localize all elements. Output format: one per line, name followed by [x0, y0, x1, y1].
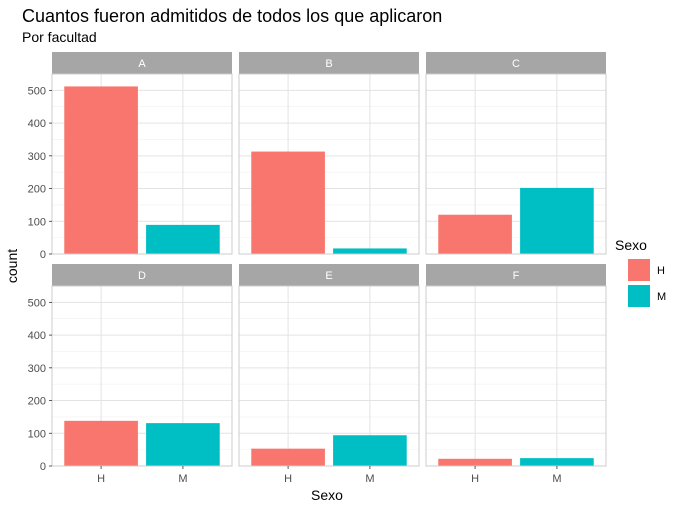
y-tick-label: 0: [40, 461, 46, 473]
panel-background: [426, 286, 606, 466]
y-tick-label: 300: [28, 363, 46, 375]
y-tick-label: 400: [28, 118, 46, 130]
bar-c-m: [520, 187, 594, 254]
bar-d-m: [146, 423, 220, 466]
bar-c-h: [438, 214, 512, 254]
x-tick-label: H: [284, 473, 292, 485]
chart-subtitle: Por facultad: [22, 29, 97, 45]
y-tick-label: 100: [28, 216, 46, 228]
facet-strip-label: E: [325, 270, 332, 282]
bar-a-m: [146, 224, 220, 254]
facet-strip: [52, 264, 232, 286]
bar-f-m: [520, 458, 594, 466]
facet-panel-f: F H M: [425, 264, 607, 485]
legend-key-h: [628, 259, 650, 281]
panel-border: [238, 73, 420, 255]
x-tick-label: M: [178, 473, 187, 485]
facet-strip-label: B: [325, 58, 332, 70]
x-tick-label: M: [552, 473, 561, 485]
bar-a-h: [64, 86, 138, 254]
bar-e-h: [251, 448, 325, 466]
y-tick-label: 300: [28, 151, 46, 163]
legend-title: Sexo: [615, 237, 647, 253]
y-tick-label: 500: [28, 85, 46, 97]
bar-f-h: [438, 458, 512, 466]
x-tick-label: H: [471, 473, 479, 485]
panel-border: [425, 73, 607, 255]
facet-panel-b: B: [238, 52, 420, 255]
y-tick-label: 0: [40, 249, 46, 261]
legend: Sexo H M: [615, 237, 666, 307]
facet-panel-a: A 0 100 200 300 400 500: [28, 52, 233, 261]
panel-border: [425, 285, 607, 467]
facet-strip-label: D: [138, 270, 146, 282]
x-tick-label: H: [97, 473, 105, 485]
x-axis-title: Sexo: [311, 487, 343, 503]
legend-label-m: M: [657, 291, 666, 303]
panel-border: [51, 73, 233, 255]
bar-b-m: [333, 248, 407, 254]
facet-panels: A 0 100 200 300 400 500 B C D 0 100 200 300 400 500 H M E H…: [28, 52, 607, 485]
y-tick-label: 400: [28, 330, 46, 342]
facet-strip: [426, 52, 606, 74]
facet-panel-e: E H M: [238, 264, 420, 485]
legend-label-h: H: [657, 265, 665, 277]
y-tick-label: 200: [28, 396, 46, 408]
y-axis-title: count: [4, 249, 20, 283]
legend-key-m: [628, 285, 650, 307]
facet-strip-label: F: [513, 270, 520, 282]
facet-strip: [239, 264, 419, 286]
facet-panel-c: C: [425, 52, 607, 255]
bar-b-h: [251, 151, 325, 254]
facet-strip: [426, 264, 606, 286]
panel-border: [238, 285, 420, 467]
facet-panel-d: D 0 100 200 300 400 500 H M: [28, 264, 233, 485]
bar-e-m: [333, 435, 407, 466]
facet-strip-label: A: [138, 58, 146, 70]
panel-border: [51, 285, 233, 467]
y-tick-label: 500: [28, 297, 46, 309]
y-tick-label: 200: [28, 184, 46, 196]
facet-strip-label: C: [512, 58, 520, 70]
facet-strip: [52, 52, 232, 74]
bar-d-h: [64, 420, 138, 466]
chart-title: Cuantos fueron admitidos de todos los qu…: [22, 6, 442, 26]
y-tick-label: 100: [28, 428, 46, 440]
facet-strip: [239, 52, 419, 74]
x-tick-label: M: [365, 473, 374, 485]
